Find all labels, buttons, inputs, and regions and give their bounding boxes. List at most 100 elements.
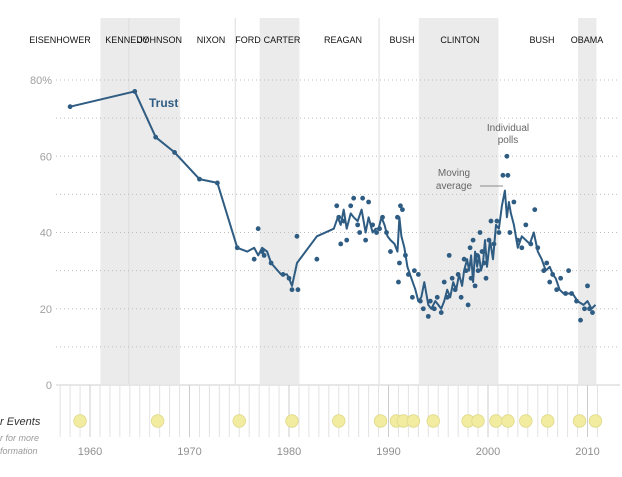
presidency-shade-kennedy (100, 18, 129, 384)
poll-point (417, 298, 423, 304)
poll-point (569, 291, 574, 296)
annotations: Trust Individual polls Moving average (149, 96, 529, 192)
poll-point (500, 172, 506, 178)
poll-point (398, 203, 403, 209)
presidency-shade-carter (259, 18, 300, 384)
x-tick-label: 2000 (476, 446, 500, 458)
poll-point (132, 89, 138, 94)
poll-point (153, 134, 159, 140)
poll-point (463, 268, 469, 274)
trust-moving-average-line (69, 90, 597, 310)
poll-point (467, 245, 473, 251)
poll-point (449, 275, 455, 281)
x-tick-label: 2010 (575, 446, 599, 458)
event-marker[interactable] (541, 414, 555, 428)
poll-point (523, 222, 529, 228)
annotation-moving-average-line1: Moving (438, 168, 470, 179)
presidency-label-ford: FORD (235, 35, 261, 45)
poll-point (403, 252, 408, 258)
poll-point (438, 310, 444, 315)
poll-point (505, 172, 511, 178)
presidency-label-clinton: CLINTON (440, 35, 479, 45)
presidency-label-obama: OBAMA (571, 35, 604, 45)
poll-point (550, 272, 556, 277)
poll-point (374, 230, 379, 235)
poll-point (351, 195, 357, 201)
poll-point (455, 272, 461, 277)
x-axis-ticks: 1960 1970 1980 1990 2000 2010 (78, 446, 600, 458)
poll-point (377, 226, 382, 232)
poll-point (400, 207, 405, 213)
x-axis-baseline (56, 384, 620, 437)
poll-point (396, 279, 401, 285)
annotation-individual-polls-line2: polls (498, 135, 519, 146)
events-row: r Events r for more formation (0, 414, 603, 456)
poll-point (259, 249, 265, 254)
poll-point (465, 302, 471, 308)
poll-point (336, 214, 342, 220)
poll-point (544, 260, 550, 266)
poll-point (197, 176, 202, 182)
poll-point (341, 218, 347, 224)
event-marker[interactable] (519, 414, 533, 428)
poll-point (554, 287, 560, 293)
x-tick-label: 1960 (78, 446, 102, 458)
poll-point (486, 237, 492, 243)
poll-point (444, 294, 450, 300)
annotation-moving-average-line2: average (436, 181, 473, 192)
poll-point (566, 268, 571, 274)
event-marker[interactable] (232, 414, 246, 428)
poll-point (366, 199, 371, 205)
poll-point (425, 313, 431, 319)
poll-point (363, 237, 369, 243)
event-marker[interactable] (285, 414, 299, 428)
y-tick-label: 0 (46, 380, 52, 392)
poll-point (496, 230, 502, 235)
events-note-line2: formation (0, 446, 38, 456)
events-note-line1: r for more (0, 433, 39, 443)
event-marker[interactable] (73, 414, 87, 428)
poll-point (541, 268, 547, 274)
x-tick-label: 1990 (376, 446, 400, 458)
event-marker[interactable] (373, 414, 388, 428)
poll-point (483, 275, 489, 281)
event-marker[interactable] (501, 414, 515, 428)
annotation-individual-polls-line1: Individual (487, 123, 529, 134)
event-marker[interactable] (588, 414, 603, 428)
poll-point (420, 306, 426, 312)
poll-point (370, 222, 375, 228)
poll-point (488, 218, 494, 224)
event-marker[interactable] (426, 414, 440, 428)
poll-point (441, 279, 447, 285)
poll-point (547, 279, 553, 285)
poll-point (255, 226, 261, 232)
poll-point (474, 252, 480, 258)
presidency-label-bush: BUSH (529, 35, 554, 45)
x-tick-label: 1980 (277, 446, 301, 458)
poll-point (461, 256, 467, 262)
event-marker[interactable] (406, 414, 421, 428)
poll-point (452, 287, 458, 293)
poll-point (406, 272, 411, 277)
poll-point (491, 241, 497, 247)
y-tick-label: 60 (40, 151, 52, 163)
event-marker[interactable] (471, 414, 485, 428)
poll-point (427, 298, 433, 304)
poll-point (360, 195, 366, 201)
presidency-shade-obama (578, 18, 597, 384)
poll-point (446, 252, 452, 258)
poll-point (295, 287, 301, 293)
poll-point (384, 230, 389, 235)
event-marker[interactable] (332, 414, 346, 428)
event-marker[interactable] (572, 414, 587, 428)
poll-point (590, 310, 595, 315)
poll-point (397, 260, 402, 266)
poll-point (314, 256, 320, 262)
event-marker[interactable] (489, 414, 503, 428)
events-title: r Events (0, 416, 41, 428)
event-marker[interactable] (150, 414, 165, 428)
presidency-shading (100, 18, 597, 384)
trust-line (69, 90, 597, 310)
poll-point (479, 249, 485, 254)
